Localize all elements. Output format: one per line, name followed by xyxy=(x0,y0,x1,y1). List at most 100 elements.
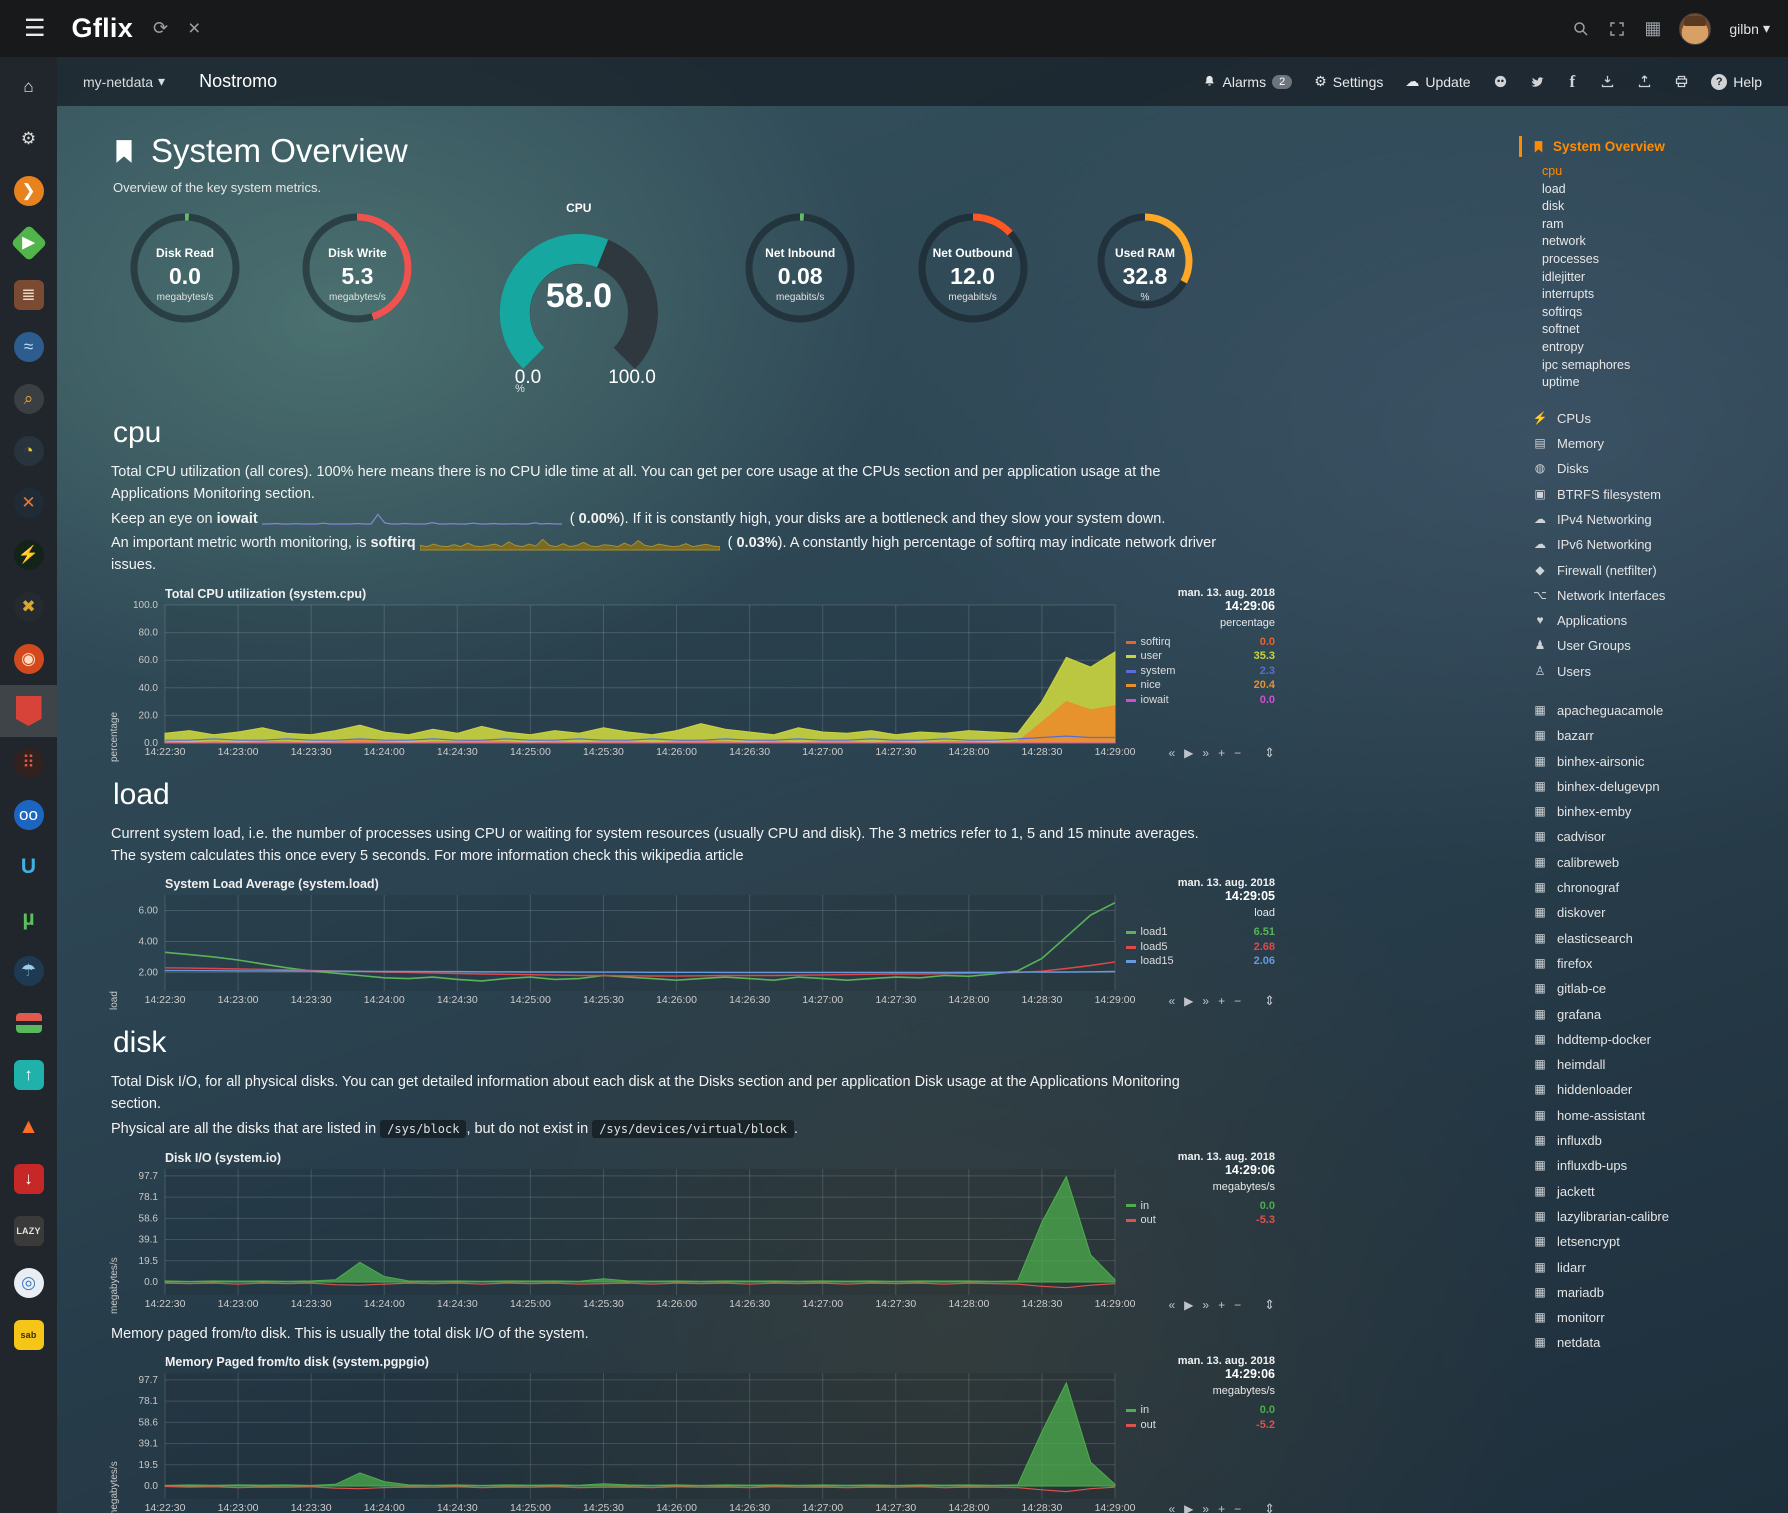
close-icon[interactable]: × xyxy=(188,16,201,40)
zoom-out-icon[interactable]: − xyxy=(1234,1502,1242,1513)
app-shortcut-lazylibrarian[interactable]: LAZY xyxy=(0,1205,57,1257)
pan-forwards-icon[interactable]: » xyxy=(1202,994,1210,1009)
toc-subitem-uptime[interactable]: uptime xyxy=(1542,375,1580,390)
zoom-in-icon[interactable]: + xyxy=(1218,994,1226,1009)
legend-item-out[interactable]: out -5.3 xyxy=(1125,1213,1275,1228)
resize-icon[interactable]: ⇕ xyxy=(1264,1296,1275,1312)
legend-item-out[interactable]: out -5.2 xyxy=(1125,1418,1275,1433)
app-shortcut-emby[interactable]: ▶ xyxy=(0,217,57,269)
app-shortcut-utorrent[interactable]: µ xyxy=(0,893,57,945)
pan-backwards-icon[interactable]: « xyxy=(1168,994,1176,1009)
pan-backwards-icon[interactable]: « xyxy=(1168,745,1176,760)
disk-chart-plot[interactable]: 0.0 19.5 39.1 58.6 78.1 97.7 xyxy=(139,1168,1116,1295)
toc-subitem-idlejitter[interactable]: idlejitter xyxy=(1542,269,1586,284)
github-button[interactable] xyxy=(1493,74,1508,89)
toc-app-diskover[interactable]: ▦ diskover xyxy=(1532,900,1780,925)
update-button[interactable]: ☁ Update xyxy=(1405,73,1471,90)
toc-app-gitlab-ce[interactable]: ▦ gitlab-ce xyxy=(1532,976,1780,1001)
toc-app-cadvisor[interactable]: ▦ cadvisor xyxy=(1532,824,1780,849)
toc-app-bazarr[interactable]: ▦ bazarr xyxy=(1532,723,1780,748)
gauge-net-outbound[interactable]: Net Outbound 12.0 megabits/s xyxy=(913,209,1033,339)
toc-app-home-assistant[interactable]: ▦ home-assistant xyxy=(1532,1103,1780,1128)
host-selector[interactable]: my-netdata ▾ xyxy=(83,73,166,90)
fullscreen-icon[interactable] xyxy=(1608,20,1626,38)
iowait-sparkline[interactable] xyxy=(261,511,562,526)
zoom-in-icon[interactable]: + xyxy=(1218,745,1226,760)
print-button[interactable] xyxy=(1674,74,1689,89)
toc-subitem-entropy[interactable]: entropy xyxy=(1542,339,1584,354)
legend-item-softirq[interactable]: softirq 0.0 xyxy=(1125,635,1275,650)
legend-item-load1[interactable]: load1 6.51 xyxy=(1125,925,1275,940)
pan-backwards-icon[interactable]: « xyxy=(1168,1297,1176,1312)
hamburger-menu-icon[interactable]: ☰ xyxy=(24,15,46,42)
legend-item-in[interactable]: in 0.0 xyxy=(1125,1403,1275,1418)
app-shortcut-radarr[interactable]: ◔ xyxy=(0,425,57,477)
toc-app-lidarr[interactable]: ▦ lidarr xyxy=(1532,1255,1780,1280)
resize-icon[interactable]: ⇕ xyxy=(1264,744,1275,760)
app-shortcut-sabnzbd[interactable]: sab xyxy=(0,1309,57,1361)
app-shortcut-deluge[interactable]: ☂ xyxy=(0,945,57,997)
toc-subitem-ram[interactable]: ram xyxy=(1542,216,1564,231)
app-shortcut-tautulli[interactable]: ✖ xyxy=(0,581,57,633)
pan-forwards-icon[interactable]: » xyxy=(1202,1297,1210,1312)
refresh-icon[interactable]: ⟳ xyxy=(153,18,169,38)
legend-item-load15[interactable]: load15 2.06 xyxy=(1125,954,1275,969)
gauge-net-inbound[interactable]: Net Inbound 0.08 megabits/s xyxy=(740,209,860,339)
toc-app-letsencrypt[interactable]: ▦ letsencrypt xyxy=(1532,1229,1780,1254)
app-shortcut-filebrowser[interactable]: ↑ xyxy=(0,1049,57,1101)
toc-category-btrfs-filesystem[interactable]: ▣ BTRFS filesystem xyxy=(1532,482,1780,507)
toc-app-binhex-airsonic[interactable]: ▦ binhex-airsonic xyxy=(1532,749,1780,774)
toc-subitem-softnet[interactable]: softnet xyxy=(1542,322,1580,337)
alarms-button[interactable]: Alarms 2 xyxy=(1202,74,1293,90)
app-shortcut-settings[interactable]: ⚙ xyxy=(0,113,57,165)
toc-app-heimdall[interactable]: ▦ heimdall xyxy=(1532,1052,1780,1077)
toc-app-elasticsearch[interactable]: ▦ elasticsearch xyxy=(1532,926,1780,951)
app-shortcut-ubooquity[interactable]: U xyxy=(0,841,57,893)
zoom-out-icon[interactable]: − xyxy=(1234,1297,1242,1312)
toc-app-influxdb[interactable]: ▦ influxdb xyxy=(1532,1128,1780,1153)
toc-category-firewall-netfilter-[interactable]: ◆ Firewall (netfilter) xyxy=(1532,558,1780,583)
resize-icon[interactable]: ⇕ xyxy=(1264,993,1275,1009)
toc-subitem-cpu[interactable]: cpu xyxy=(1542,164,1563,178)
toc-subitem-disk[interactable]: disk xyxy=(1542,199,1565,214)
app-shortcut-home[interactable]: ⌂ xyxy=(0,61,57,113)
zoom-in-icon[interactable]: + xyxy=(1218,1502,1226,1513)
pan-forwards-icon[interactable]: » xyxy=(1202,745,1210,760)
toc-subitem-network[interactable]: network xyxy=(1542,234,1586,249)
toc-app-influxdb-ups[interactable]: ▦ influxdb-ups xyxy=(1532,1153,1780,1178)
app-shortcut-monitorr[interactable]: ⚡ xyxy=(0,529,57,581)
app-shortcut-grafana[interactable]: ◉ xyxy=(0,633,57,685)
play-icon[interactable]: ▶ xyxy=(1184,994,1194,1009)
cpu-chart-plot[interactable]: 0.0 20.0 40.0 60.0 80.0 100.0 xyxy=(133,600,1116,749)
avatar[interactable] xyxy=(1679,12,1712,45)
toc-category-users[interactable]: ♙ Users xyxy=(1532,659,1780,684)
gauge-cpu[interactable]: CPU 58.0 0.0 100.0% xyxy=(470,201,688,398)
toc-app-apacheguacamole[interactable]: ▦ apacheguacamole xyxy=(1532,698,1780,723)
load-chart-plot[interactable]: 2.00 4.00 6.00 xyxy=(139,895,1116,992)
toc-category-applications[interactable]: ♥ Applications xyxy=(1532,608,1780,633)
legend-item-in[interactable]: in 0.0 xyxy=(1125,1199,1275,1214)
toc-app-lazylibrarian-calibre[interactable]: ▦ lazylibrarian-calibre xyxy=(1532,1204,1780,1229)
toc-category-network-interfaces[interactable]: ⌥ Network Interfaces xyxy=(1532,583,1780,608)
import-button[interactable] xyxy=(1600,74,1615,89)
gauge-used-ram[interactable]: Used RAM 32.8% xyxy=(1085,209,1205,339)
toc-subitem-softirqs[interactable]: softirqs xyxy=(1542,304,1583,319)
zoom-out-icon[interactable]: − xyxy=(1234,745,1242,760)
legend-item-load5[interactable]: load5 2.68 xyxy=(1125,940,1275,955)
legend-item-user[interactable]: user 35.3 xyxy=(1125,649,1275,664)
twitter-button[interactable] xyxy=(1530,74,1545,89)
play-icon[interactable]: ▶ xyxy=(1184,745,1194,760)
toc-app-binhex-emby[interactable]: ▦ binhex-emby xyxy=(1532,799,1780,824)
legend-item-system[interactable]: system 2.3 xyxy=(1125,664,1275,679)
app-shortcut-pyload[interactable]: ↓ xyxy=(0,1153,57,1205)
app-shortcut-jdownloader[interactable]: ⠿ xyxy=(0,737,57,789)
search-icon[interactable] xyxy=(1572,20,1590,38)
toc-category-cpus[interactable]: ⚡ CPUs xyxy=(1532,406,1780,431)
app-shortcut-plex[interactable]: ❯ xyxy=(0,165,57,217)
pan-backwards-icon[interactable]: « xyxy=(1168,1502,1176,1513)
toc-subitem-interrupts[interactable]: interrupts xyxy=(1542,287,1595,302)
pgpgio-chart-plot[interactable]: 0.0 19.5 39.1 58.6 78.1 97.7 xyxy=(139,1373,1116,1500)
zoom-in-icon[interactable]: + xyxy=(1218,1297,1226,1312)
help-button[interactable]: ? Help xyxy=(1711,73,1762,90)
toc-app-monitorr[interactable]: ▦ monitorr xyxy=(1532,1305,1780,1330)
